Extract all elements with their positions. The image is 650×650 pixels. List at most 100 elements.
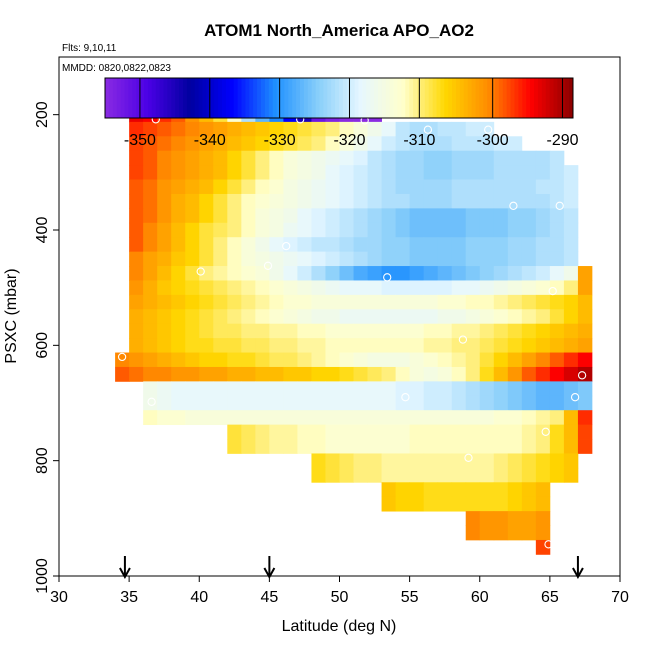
heatmap-cell: [535, 352, 551, 368]
heatmap-cell: [269, 366, 284, 382]
heatmap-cell: [409, 352, 425, 368]
heatmap-cell: [381, 121, 396, 137]
heatmap-cell: [129, 222, 144, 238]
heatmap-cell: [409, 424, 425, 440]
heatmap-cell: [437, 280, 453, 296]
heatmap-cell: [353, 266, 368, 281]
heatmap-cell: [549, 381, 565, 397]
x-tick-label: 45: [260, 589, 278, 606]
heatmap-cell: [311, 237, 326, 253]
heatmap-cell: [297, 280, 312, 296]
heatmap-cell: [213, 309, 228, 325]
colorbar-swatch: [467, 78, 473, 118]
heatmap-cell: [367, 424, 382, 440]
heatmap-cell: [283, 294, 298, 310]
heatmap-cell: [213, 323, 228, 339]
heatmap-cell: [381, 150, 396, 166]
heatmap-cell: [213, 193, 228, 209]
heatmap-cell: [297, 208, 312, 224]
colorbar-swatch: [549, 78, 554, 118]
heatmap-cell: [577, 309, 593, 325]
heatmap-cell: [493, 453, 509, 469]
heatmap-cell: [409, 136, 425, 152]
heatmap-cell: [395, 237, 411, 253]
heatmap-cell: [241, 439, 256, 454]
colorbar-swatch: [147, 78, 153, 118]
heatmap-cell: [311, 251, 326, 267]
heatmap-cell: [549, 352, 565, 368]
heatmap-cell: [465, 410, 481, 426]
heatmap-cell: [367, 179, 382, 195]
colorbar-swatch: [105, 78, 110, 118]
heatmap-cell: [521, 482, 537, 498]
flights-label: Flts: 9,10,11: [62, 43, 117, 54]
heatmap-cell: [311, 280, 326, 296]
heatmap-cell: [199, 179, 214, 195]
heatmap-cell: [353, 323, 368, 339]
heatmap-cell: [409, 208, 425, 224]
heatmap-cell: [339, 309, 354, 325]
heatmap-cell: [157, 208, 172, 224]
heatmap-cell: [535, 539, 551, 555]
heatmap-cell: [465, 323, 481, 339]
heatmap-cell: [339, 165, 354, 180]
heatmap-cell: [185, 121, 200, 137]
colorbar-swatch: [136, 78, 141, 118]
heatmap-cell: [353, 208, 368, 224]
heatmap-cell: [535, 453, 551, 469]
heatmap-cell: [353, 467, 368, 483]
heatmap-cell: [241, 165, 256, 180]
heatmap-cell: [339, 150, 354, 166]
colorbar-swatch: [495, 78, 500, 118]
heatmap-cell: [325, 121, 340, 137]
heatmap-cell: [549, 251, 565, 267]
heatmap-cell: [465, 338, 481, 353]
colorbar-swatch: [108, 78, 114, 118]
colorbar-swatch: [436, 78, 441, 118]
colorbar-swatch: [537, 78, 543, 118]
sample-point: [555, 201, 564, 210]
heatmap-cell: [171, 280, 186, 296]
heatmap-cell: [451, 208, 467, 224]
heatmap-cell: [269, 410, 284, 426]
colorbar-swatch: [335, 78, 340, 118]
heatmap-cell: [311, 381, 326, 397]
heatmap-cell: [465, 251, 481, 267]
heatmap-cell: [521, 381, 537, 397]
colorbar-swatch: [175, 78, 180, 118]
heatmap-cell: [381, 309, 396, 325]
colorbar-swatch: [241, 78, 246, 118]
heatmap-cell: [199, 309, 214, 325]
colorbar-swatch: [545, 78, 551, 118]
colorbar-swatch: [210, 78, 215, 118]
heatmap-cell: [269, 352, 284, 368]
heatmap-cell: [297, 352, 312, 368]
heatmap-cell: [521, 395, 537, 411]
heatmap-cell: [465, 309, 481, 325]
heatmap-cell: [199, 150, 214, 166]
heatmap-cell: [549, 165, 565, 180]
heatmap-cell: [437, 453, 453, 469]
heatmap-cell: [367, 309, 382, 325]
colorbar-swatch: [307, 78, 313, 118]
colorbar-swatch: [300, 78, 305, 118]
heatmap-cell: [535, 165, 551, 180]
heatmap-cell: [493, 294, 509, 310]
heatmap-cell: [143, 266, 158, 281]
heatmap-cell: [437, 150, 453, 166]
x-tick-label: 55: [401, 589, 419, 606]
heatmap-cell: [325, 193, 340, 209]
heatmap-cell: [199, 381, 214, 397]
colorbar-swatch: [292, 78, 297, 118]
heatmap-cell: [479, 136, 495, 152]
heatmap-cell: [199, 222, 214, 238]
heatmap-cell: [563, 366, 579, 382]
heatmap-cell: [311, 136, 326, 152]
heatmap-cell: [185, 165, 200, 180]
heatmap-cell: [311, 294, 326, 310]
colorbar-swatch: [331, 78, 336, 118]
heatmap-cell: [521, 439, 537, 454]
heatmap-cell: [549, 237, 565, 253]
heatmap-cell: [255, 309, 270, 325]
heatmap-cell: [479, 294, 495, 310]
